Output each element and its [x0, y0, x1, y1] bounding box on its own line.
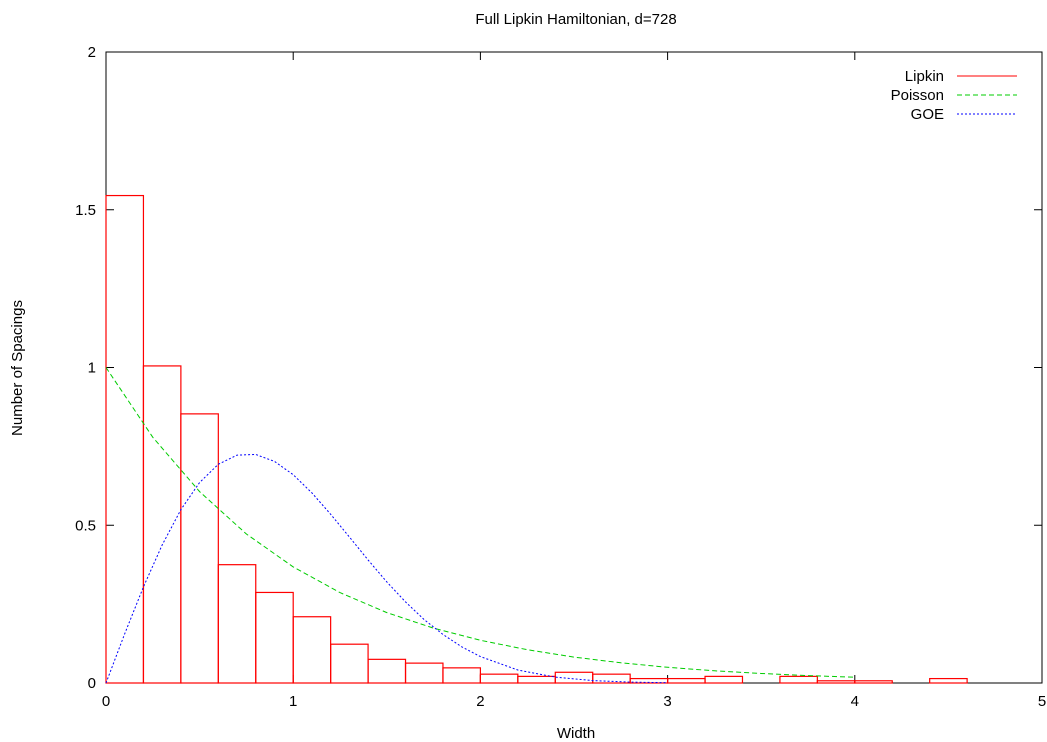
- x-axis-label: Width: [557, 725, 595, 742]
- y-tick-label: 0: [88, 675, 96, 692]
- chart-title: Full Lipkin Hamiltonian, d=728: [475, 11, 676, 28]
- histogram-bar: [479, 673, 519, 684]
- histogram-bar: [217, 564, 257, 684]
- histogram-bar: [292, 616, 332, 684]
- histogram-bar: [704, 675, 744, 684]
- histogram-bar: [854, 680, 893, 684]
- legend-label: GOE: [911, 106, 944, 123]
- series-line-goe: [105, 453, 668, 684]
- plot-frame: [105, 51, 1043, 684]
- plot-area: 0 1 2 3 4 5 0 0.5 1 1.5 2: [75, 44, 1046, 710]
- histogram-bar: [666, 677, 706, 684]
- histogram-bar: [105, 194, 145, 684]
- histogram-bar: [142, 365, 182, 684]
- x-tick-label: 0: [102, 693, 110, 710]
- legend-label: Lipkin: [905, 68, 944, 85]
- histogram-bar: [442, 667, 481, 684]
- histogram-bar: [929, 677, 968, 684]
- legend-label: Poisson: [891, 87, 944, 104]
- y-tick-label: 2: [88, 44, 96, 61]
- legend: Lipkin Poisson GOE: [891, 68, 1017, 123]
- x-tick-label: 5: [1038, 693, 1046, 710]
- histogram-bar: [330, 643, 369, 684]
- histogram-bar: [255, 591, 294, 684]
- y-tick-label: 1.5: [75, 202, 96, 219]
- y-axis-label: Number of Spacings: [9, 300, 26, 436]
- x-tick-label: 2: [476, 693, 484, 710]
- histogram-bar: [779, 675, 818, 684]
- x-tick-label: 3: [663, 693, 671, 710]
- histogram-bar: [180, 413, 219, 684]
- series-line-poisson: [105, 367, 855, 678]
- x-tick-label: 1: [289, 693, 297, 710]
- y-tick-label: 0.5: [75, 517, 96, 534]
- histogram-bar: [367, 658, 407, 684]
- histogram-bar: [404, 662, 444, 684]
- histogram-bar: [816, 680, 856, 684]
- histogram-bar: [517, 675, 556, 684]
- x-tick-label: 4: [851, 693, 859, 710]
- y-tick-label: 1: [88, 360, 96, 377]
